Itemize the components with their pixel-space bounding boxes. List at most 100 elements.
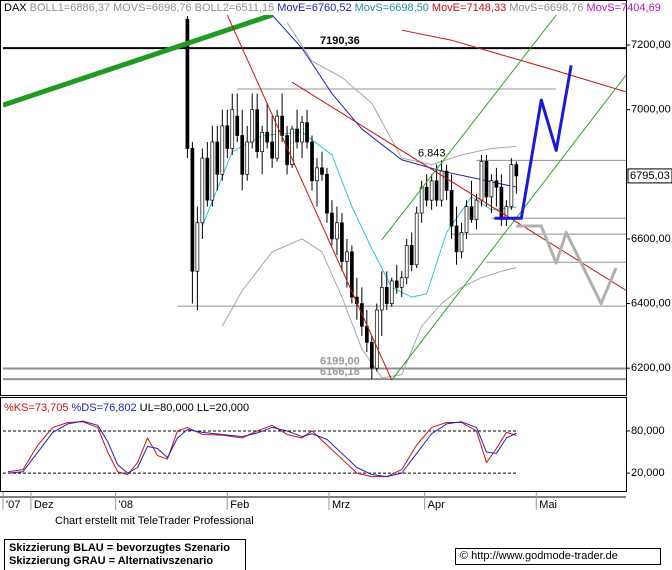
main-plot [3, 15, 626, 381]
candle-body [250, 109, 255, 143]
last-value-label: 6795,03 [630, 170, 670, 182]
candle-body [404, 245, 409, 279]
candle-body [394, 280, 399, 288]
header-item: MovS=7404,69 [587, 2, 661, 14]
indicator-line [286, 22, 517, 166]
stoch-line [7, 420, 517, 478]
candle-body [305, 122, 309, 143]
drawing-line [494, 65, 573, 220]
candle-body [190, 148, 195, 272]
header-item: MovS=6698,50 [355, 2, 429, 14]
candle-body [439, 170, 444, 201]
legend-line: Skizzierung BLAU = bevorzugtes Szenario [9, 542, 230, 554]
candle-body [335, 222, 339, 240]
indicator-line [401, 29, 626, 93]
candle-body [459, 232, 464, 253]
header-item: UL=80,000 LL=20,000 [140, 402, 250, 414]
candle-body [409, 245, 414, 266]
candle-body [364, 325, 369, 343]
candle-body [195, 222, 200, 272]
candle-body [315, 167, 319, 182]
header: %KS=73,705 %DS=76,802 UL=80,000 LL=20,000 [4, 402, 249, 414]
candle-body [330, 212, 334, 240]
candle-body [414, 212, 419, 266]
candle-body [200, 157, 205, 224]
candle-body [479, 161, 484, 201]
y-tick-label: 7000,00 [631, 104, 671, 116]
candle-body [225, 125, 230, 149]
header-item: MovE=6760,52 [277, 2, 351, 14]
source: © http://www.godmode-trader.de [460, 550, 618, 562]
candle-body [474, 199, 479, 220]
candle-body [310, 141, 314, 182]
y-tick-label: 6200,00 [631, 362, 671, 374]
candle-body [369, 341, 374, 369]
header: DAX BOLL1=6886,37 MOVS=6698,76 BOLL2=6511,1… [4, 2, 661, 14]
candle-body [220, 125, 225, 175]
stoch-line [7, 421, 517, 478]
candle-body [444, 170, 449, 191]
candle-body [484, 161, 489, 198]
x-tick-label: Mai [539, 499, 557, 511]
candle-body [235, 115, 240, 136]
candle-body [499, 186, 504, 220]
source-box: © http://www.godmode-trader.de [455, 548, 661, 565]
candle-body [295, 128, 299, 143]
candle-body [489, 180, 494, 198]
candle-body [429, 180, 434, 201]
candle-body [419, 186, 424, 214]
credit: Chart erstellt mit TeleTrader Profession… [55, 515, 254, 527]
candle-body [509, 164, 514, 207]
candle-body [300, 122, 304, 143]
candle-body [454, 225, 459, 253]
candle-body [255, 109, 260, 153]
candle-body [374, 309, 379, 369]
drawing-line [391, 74, 626, 381]
header-item: MovE=7148,33 [432, 2, 506, 14]
candle-body [469, 206, 474, 220]
header-item: %DS=76,802 [72, 402, 137, 414]
chart: DAX BOLL1=6886,37 MOVS=6698,76 BOLL2=6511,1… [0, 0, 672, 511]
candle-body [399, 277, 404, 288]
header-item: DAX [4, 2, 27, 14]
overlay: DAX BOLL1=6886,37 MOVS=6698,76 BOLL2=6511,1… [0, 2, 672, 511]
last-value-box [627, 168, 672, 184]
candle-body [260, 131, 265, 153]
candle-body [275, 115, 279, 159]
candle-body [265, 131, 270, 143]
y-tick-label: 6400,00 [631, 297, 671, 309]
header-item: BOLL2=6511,15 [195, 2, 275, 14]
level-label: 6166,18 [320, 366, 360, 378]
drawing-line [516, 224, 618, 306]
main-panel [0, 0, 627, 396]
candle-body [320, 167, 324, 175]
y-tick-label: 6600,00 [631, 233, 671, 245]
drawing-line [381, 15, 557, 241]
candle-body [230, 109, 235, 149]
header-item: BOLL1=6886,37 [30, 2, 110, 14]
candle-body [270, 141, 274, 159]
candle-body [325, 173, 329, 214]
drawing-line [226, 15, 393, 381]
candle-body [240, 135, 245, 175]
header-item: MovS=6698,76 [509, 2, 583, 14]
candle-body [340, 222, 344, 262]
legend-line: Skizzierung GRAU = Alternativszenario [9, 555, 214, 567]
candle-body [350, 251, 354, 298]
header-item: MOVS=6698,76 [113, 2, 192, 14]
x-tick-label: Apr [428, 499, 445, 511]
candle-body [494, 180, 499, 188]
candle-body [514, 164, 519, 177]
header-item: %KS=73,705 [4, 402, 69, 414]
candle-body [205, 157, 210, 201]
candle-body [345, 251, 349, 262]
y-tick-label: 7200,00 [631, 39, 671, 51]
candle-body [389, 280, 394, 304]
candle-body [210, 141, 215, 201]
level-label: 6.843 [418, 147, 446, 159]
candle-body [449, 190, 454, 227]
candle-body [245, 141, 250, 175]
candle-body [384, 287, 389, 304]
candle-body [424, 186, 429, 201]
